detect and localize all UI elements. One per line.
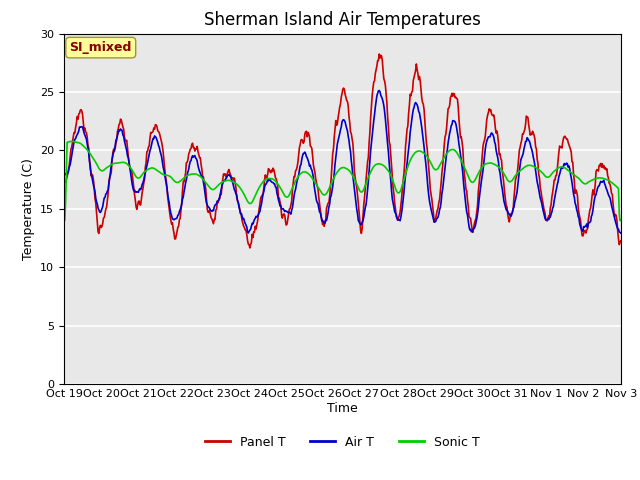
Panel T	[375, 51, 383, 57]
Panel T	[214, 198, 221, 204]
Panel T	[617, 238, 625, 244]
Sonic T	[67, 138, 75, 144]
Air T	[411, 101, 419, 107]
Sonic T	[185, 172, 193, 178]
Sonic T	[60, 217, 68, 223]
Sonic T	[411, 150, 419, 156]
Title: Sherman Island Air Temperatures: Sherman Island Air Temperatures	[204, 11, 481, 29]
Panel T	[60, 180, 68, 185]
Line: Sonic T: Sonic T	[64, 141, 621, 220]
Panel T	[428, 196, 436, 202]
Air T	[127, 176, 135, 181]
Sonic T	[71, 139, 79, 145]
Air T	[184, 169, 192, 175]
Panel T	[412, 68, 419, 73]
Air T	[214, 199, 221, 204]
Air T	[428, 206, 435, 212]
Sonic T	[428, 160, 435, 166]
Text: SI_mixed: SI_mixed	[70, 41, 132, 54]
Sonic T	[617, 217, 625, 223]
Y-axis label: Temperature (C): Temperature (C)	[22, 158, 35, 260]
Line: Panel T: Panel T	[64, 54, 621, 248]
Line: Air T: Air T	[64, 91, 621, 233]
Sonic T	[214, 182, 222, 188]
Sonic T	[128, 167, 136, 173]
Panel T	[127, 167, 135, 173]
Legend: Panel T, Air T, Sonic T: Panel T, Air T, Sonic T	[198, 429, 486, 455]
Panel T	[246, 245, 253, 251]
Air T	[70, 139, 78, 144]
Air T	[60, 168, 68, 174]
Panel T	[184, 157, 192, 163]
Air T	[375, 88, 383, 94]
X-axis label: Time: Time	[327, 402, 358, 415]
Panel T	[70, 130, 78, 135]
Air T	[617, 230, 625, 236]
